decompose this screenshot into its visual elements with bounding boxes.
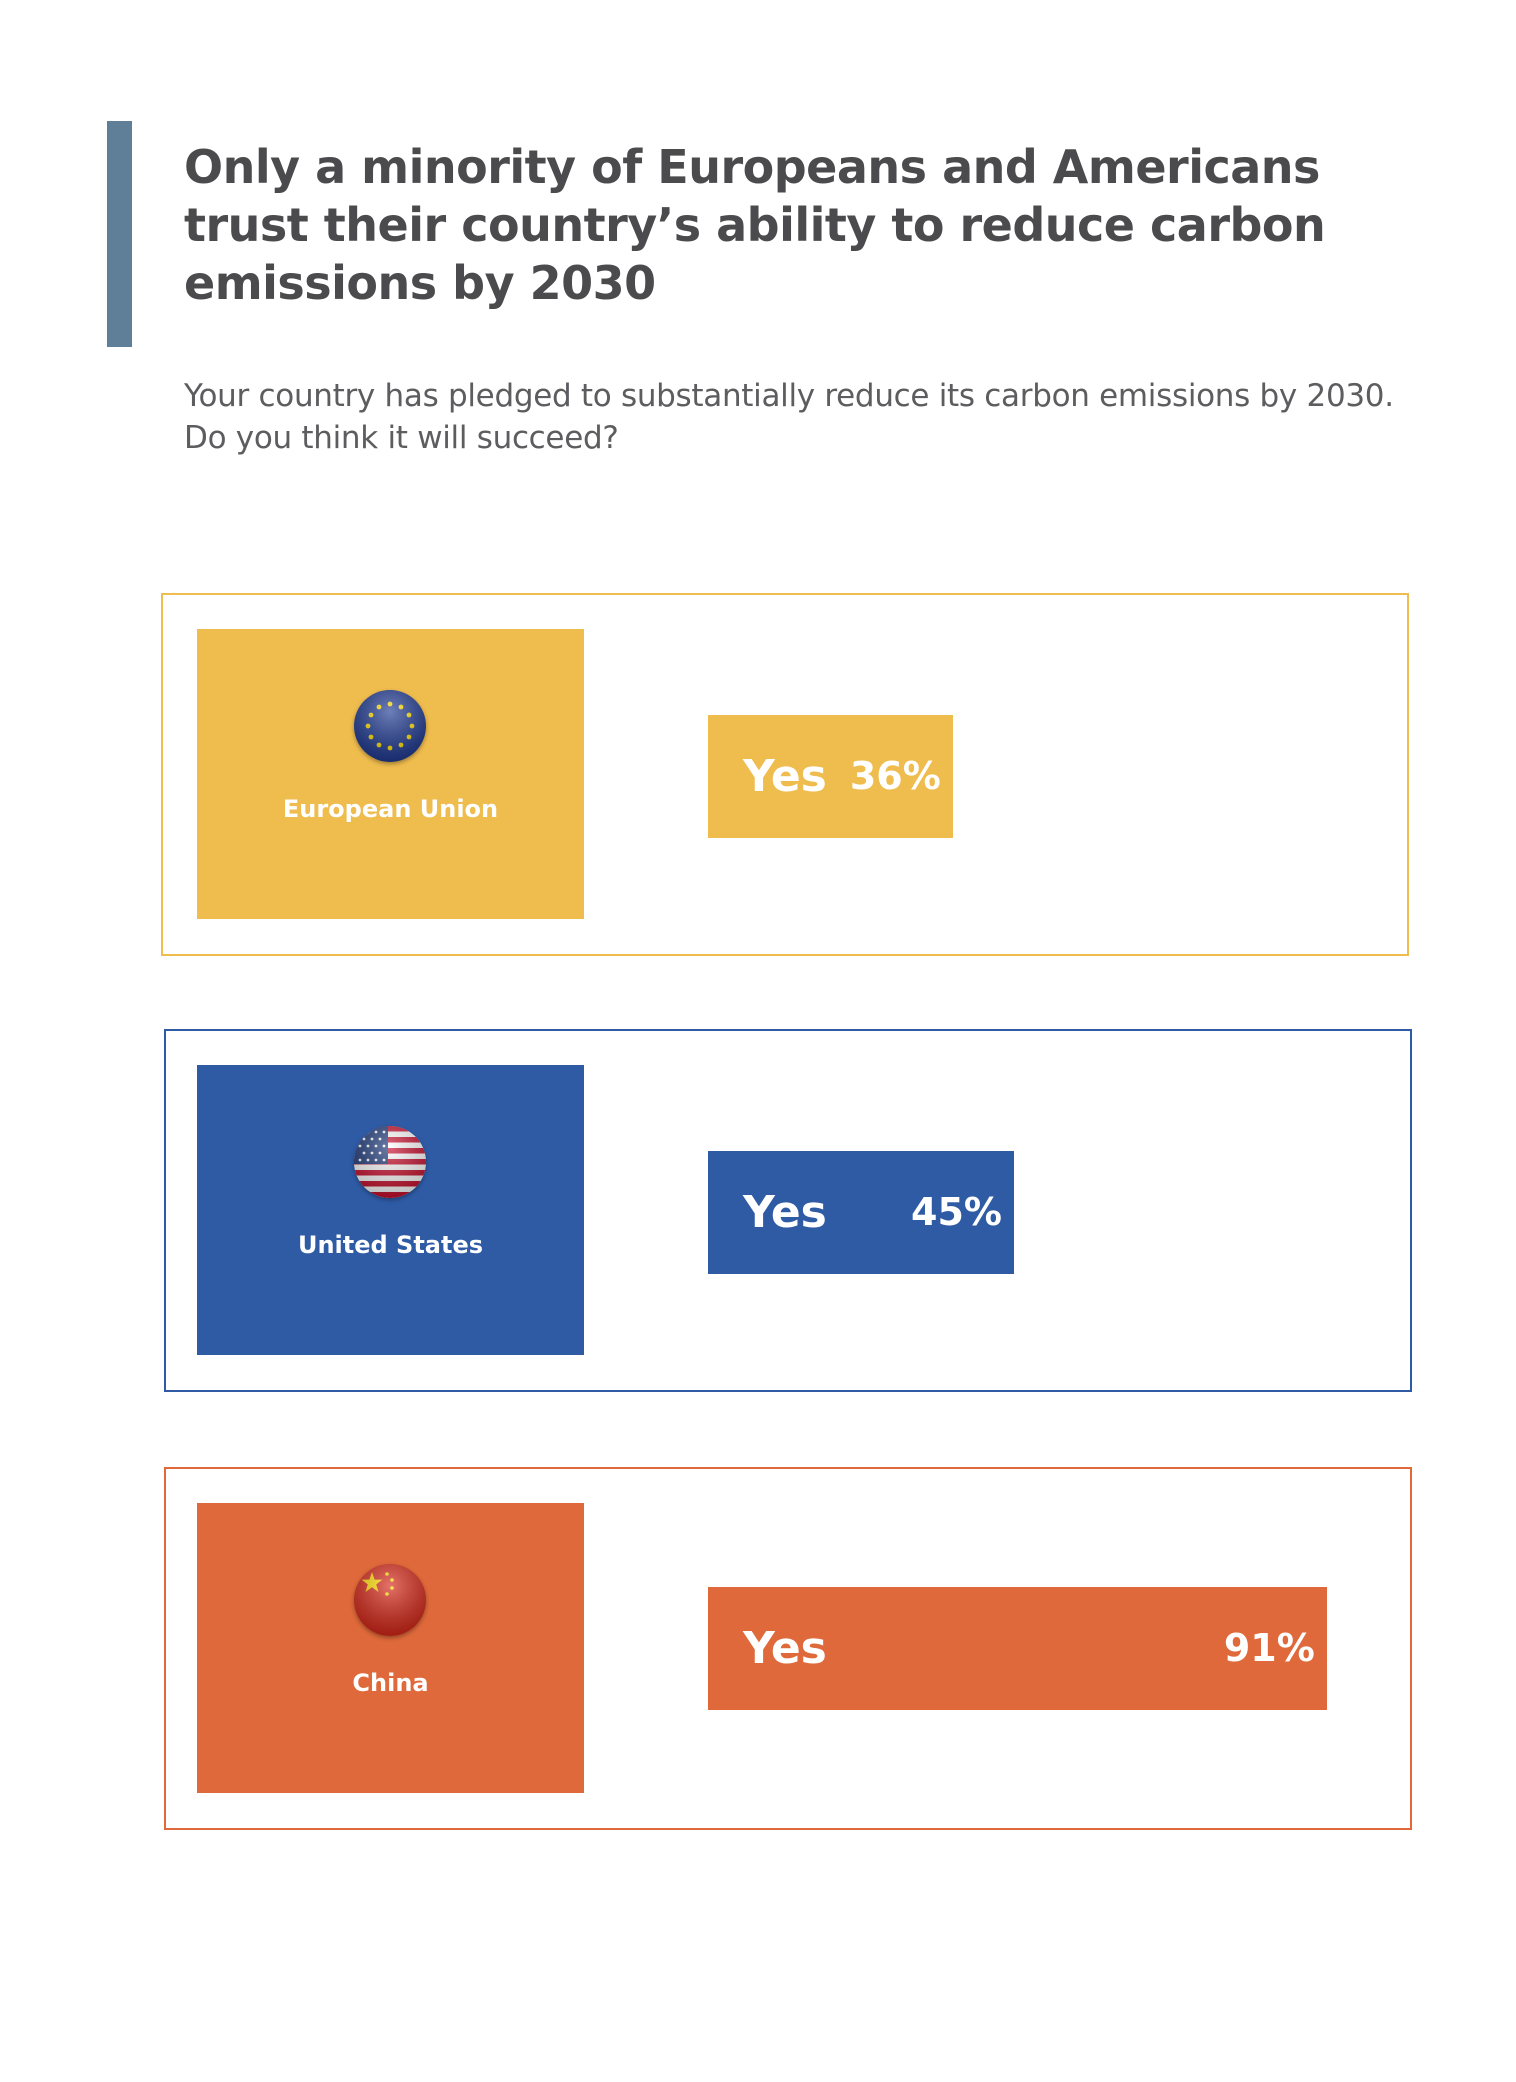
bar-yes-label: Yes [743, 751, 827, 802]
country-box-european-union: European Union [197, 629, 584, 919]
panel-european-union: European Union Yes 36% [161, 593, 1409, 956]
bar-yes-label: Yes [743, 1187, 827, 1238]
bar-value-label: 36% [849, 754, 941, 798]
title-accent-bar [107, 121, 132, 347]
bar-united-states: Yes 45% [708, 1151, 1014, 1274]
us-flag-icon [354, 1126, 426, 1198]
panel-china: China Yes 91% [164, 1467, 1412, 1830]
country-label-united-states: United States [297, 1231, 484, 1259]
country-box-china: China [197, 1503, 584, 1793]
bar-china: Yes 91% [708, 1587, 1327, 1710]
china-flag-icon [354, 1564, 426, 1636]
chart-subtitle: Your country has pledged to substantiall… [184, 378, 1394, 456]
bar-track-european-union: Yes 36% [708, 715, 1435, 838]
chart-title: Only a minority of Europeans and America… [184, 140, 1326, 310]
country-box-united-states: United States [197, 1065, 584, 1355]
panel-united-states: United States Yes 45% [164, 1029, 1412, 1392]
country-label-china: China [352, 1669, 429, 1697]
bar-track-china: Yes 91% [708, 1587, 1435, 1710]
bar-value-label: 91% [1223, 1626, 1315, 1670]
country-label-european-union: European Union [282, 795, 499, 823]
bar-european-union: Yes 36% [708, 715, 953, 838]
eu-flag-icon [354, 690, 426, 762]
bar-yes-label: Yes [743, 1623, 827, 1674]
bar-track-united-states: Yes 45% [708, 1151, 1435, 1274]
bar-value-label: 45% [911, 1190, 1002, 1234]
